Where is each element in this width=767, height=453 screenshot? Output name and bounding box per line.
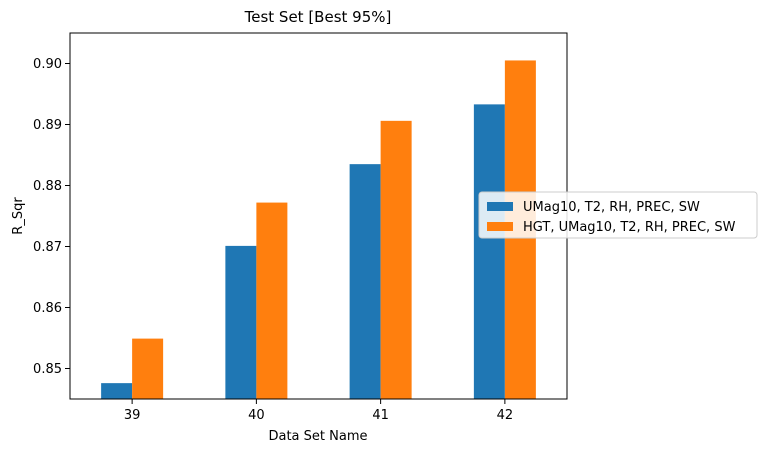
x-axis-label: Data Set Name (268, 429, 367, 444)
y-tick-label: 0.85 (33, 362, 62, 377)
bar-series-1-42 (473, 104, 505, 400)
bar-series-1-40 (225, 245, 257, 399)
bar-series-2-39 (132, 338, 164, 399)
legend-label: UMag10, T2, RH, PREC, SW (523, 200, 700, 215)
x-axis: 39 40 41 42 (124, 399, 513, 423)
y-tick-label: 0.90 (33, 57, 62, 72)
y-axis: 0.85 0.86 0.87 0.88 0.89 0.90 (33, 57, 70, 377)
bar-series-1-39 (101, 383, 133, 399)
bar-series-1-41 (349, 164, 381, 399)
bar-series-2-40 (256, 202, 288, 399)
chart-title: Test Set [Best 95%] (244, 8, 392, 26)
y-tick-label: 0.86 (33, 301, 62, 316)
legend-swatch (487, 202, 513, 211)
y-tick-label: 0.87 (33, 240, 62, 255)
x-tick-label: 40 (248, 408, 265, 423)
bar-series-2-41 (380, 120, 412, 399)
legend-label: HGT, UMag10, T2, RH, PREC, SW (523, 220, 736, 235)
x-tick-label: 39 (124, 408, 141, 423)
y-axis-label: R_Sqr (11, 197, 26, 235)
legend-swatch (487, 222, 513, 231)
legend-box (478, 191, 758, 239)
plot-area (101, 60, 536, 400)
x-tick-label: 42 (497, 408, 514, 423)
legend: UMag10, T2, RH, PREC, SW HGT, UMag10, T2,… (478, 191, 758, 239)
x-tick-label: 41 (372, 408, 389, 423)
y-tick-label: 0.88 (33, 179, 62, 194)
y-tick-label: 0.89 (33, 118, 62, 133)
